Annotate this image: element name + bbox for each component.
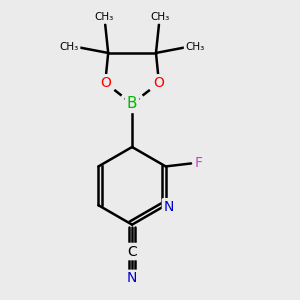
- Text: CH₃: CH₃: [151, 12, 170, 22]
- Text: CH₃: CH₃: [185, 42, 204, 52]
- Text: N: N: [127, 272, 137, 285]
- Text: CH₃: CH₃: [94, 12, 113, 22]
- Text: O: O: [154, 76, 164, 90]
- Text: C: C: [127, 244, 137, 259]
- Text: O: O: [100, 76, 111, 90]
- Text: F: F: [194, 156, 202, 170]
- Text: CH₃: CH₃: [60, 42, 79, 52]
- Text: N: N: [164, 200, 174, 214]
- Text: B: B: [127, 96, 137, 111]
